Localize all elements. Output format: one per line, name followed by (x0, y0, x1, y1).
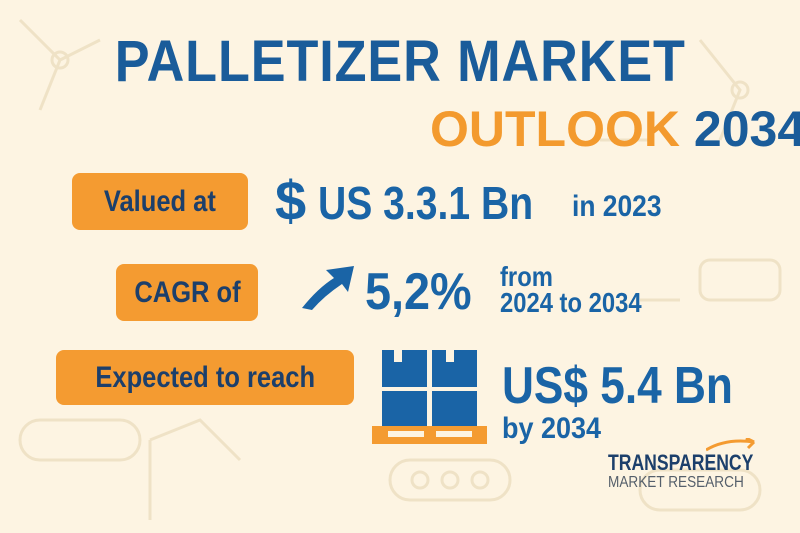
page-title: PALLETIZER MARKET (114, 29, 686, 94)
dollar-icon: $ (275, 169, 307, 232)
expected-year: by 2034 (502, 412, 602, 445)
valued-year: in 2023 (572, 190, 662, 223)
logo: TRANSPARENCY MARKET RESEARCH (608, 438, 790, 492)
subtitle-outlook: OUTLOOK (430, 101, 680, 157)
cagr-value: 5,2% (365, 263, 472, 321)
arrow-up-right-icon (302, 266, 354, 310)
logo-swoosh-icon (706, 438, 756, 452)
valued-value: US 3.3.1 Bn (318, 177, 534, 229)
subtitle-year: 2034 (693, 101, 800, 157)
valued-at-label: Valued at (72, 173, 248, 230)
expected-label: Expected to reach (56, 350, 354, 405)
subtitle: OUTLOOK 2034 (430, 100, 800, 158)
expected-value: US$ 5.4 Bn (502, 357, 733, 415)
pallet-boxes-icon (372, 350, 487, 444)
cagr-period: from 2024 to 2034 (500, 261, 642, 318)
cagr-label: CAGR of (116, 264, 258, 321)
